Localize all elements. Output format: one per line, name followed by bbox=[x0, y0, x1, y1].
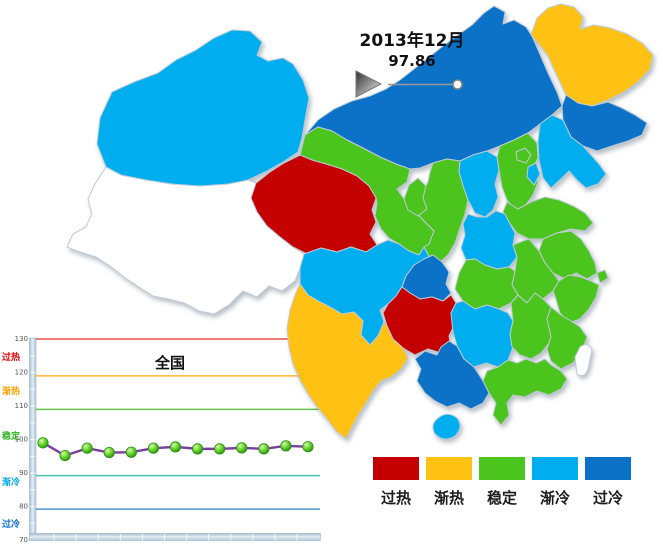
map-legend: 过热 渐热 稳定 渐冷 过冷 bbox=[373, 457, 631, 507]
province-taiwan[interactable] bbox=[574, 344, 593, 377]
legend-label-stable: 稳定 bbox=[487, 489, 517, 507]
trend-point bbox=[125, 446, 137, 458]
play-icon[interactable] bbox=[355, 70, 383, 98]
trend-point bbox=[258, 443, 270, 455]
index-value: 97.86 bbox=[388, 52, 435, 70]
legend-label-overheat: 过热 bbox=[381, 489, 411, 507]
trend-point bbox=[191, 443, 204, 455]
province-shandong[interactable] bbox=[502, 196, 594, 240]
legend-swatch-warming bbox=[426, 457, 472, 480]
trend-point bbox=[302, 441, 314, 453]
province-heilongjiang[interactable] bbox=[530, 3, 654, 107]
x-axis-bar bbox=[29, 533, 321, 541]
province-xinjiang[interactable] bbox=[96, 29, 310, 187]
province-liaoning[interactable] bbox=[537, 114, 607, 189]
legend-swatch-overheat bbox=[373, 457, 419, 480]
legend-item-cooling[interactable]: 渐冷 bbox=[532, 457, 578, 507]
china-map bbox=[66, 3, 654, 440]
province-guangxi[interactable] bbox=[414, 340, 490, 410]
trend-point bbox=[147, 442, 159, 454]
legend-swatch-overcool bbox=[585, 457, 631, 480]
legend-label-overcool: 过冷 bbox=[593, 489, 623, 507]
province-beijing[interactable] bbox=[515, 147, 532, 164]
province-tianjin[interactable] bbox=[526, 162, 541, 186]
national-trend-chart: 过热 渐热 稳定 渐冷 过冷 130 120 110 100 90 80 70 … bbox=[2, 335, 321, 544]
province-henan[interactable] bbox=[460, 210, 518, 270]
zone-label-stable: 稳定 bbox=[2, 430, 21, 442]
legend-item-warming[interactable]: 渐热 bbox=[426, 457, 472, 507]
legend-item-stable[interactable]: 稳定 bbox=[479, 457, 525, 507]
timeline-header: 2013年12月 97.86 bbox=[355, 30, 465, 98]
legend-item-overcool[interactable]: 过冷 bbox=[585, 457, 631, 507]
province-yunnan[interactable] bbox=[286, 283, 409, 440]
y-tick: 130 bbox=[15, 335, 28, 343]
trend-point bbox=[81, 442, 93, 454]
province-hainan[interactable] bbox=[432, 413, 461, 440]
zone-label-cooling: 渐冷 bbox=[2, 476, 20, 488]
trend-point bbox=[169, 441, 182, 453]
legend-label-warming: 渐热 bbox=[434, 489, 464, 507]
y-tick: 90 bbox=[19, 469, 28, 477]
province-xizang[interactable] bbox=[66, 166, 305, 315]
y-tick: 100 bbox=[15, 436, 28, 444]
province-ningxia[interactable] bbox=[403, 177, 428, 217]
y-tick: 70 bbox=[19, 536, 28, 544]
legend-swatch-stable bbox=[479, 457, 525, 480]
zone-label-warming: 渐热 bbox=[2, 385, 20, 397]
zone-label-overcool: 过冷 bbox=[2, 518, 20, 530]
trend-point bbox=[280, 440, 292, 452]
legend-swatch-cooling bbox=[532, 457, 578, 480]
province-zhejiang[interactable] bbox=[552, 274, 600, 324]
y-tick: 120 bbox=[15, 369, 28, 377]
legend-label-cooling: 渐冷 bbox=[540, 489, 570, 507]
province-qinghai[interactable] bbox=[250, 154, 378, 255]
timeline-slider-handle[interactable] bbox=[452, 79, 463, 90]
trend-point bbox=[214, 443, 226, 455]
legend-item-overheat[interactable]: 过热 bbox=[373, 457, 419, 507]
y-tick: 110 bbox=[15, 402, 28, 410]
trend-point bbox=[103, 446, 115, 459]
province-guangdong[interactable] bbox=[482, 358, 568, 426]
trend-point bbox=[236, 442, 248, 454]
period-label: 2013年12月 bbox=[360, 30, 465, 51]
province-shanghai[interactable] bbox=[596, 269, 609, 284]
zone-label-overheat: 过热 bbox=[2, 351, 20, 363]
trend-point bbox=[37, 437, 49, 449]
y-tick: 80 bbox=[19, 503, 28, 511]
chart-title: 全国 bbox=[154, 354, 185, 372]
trend-point bbox=[59, 449, 71, 462]
